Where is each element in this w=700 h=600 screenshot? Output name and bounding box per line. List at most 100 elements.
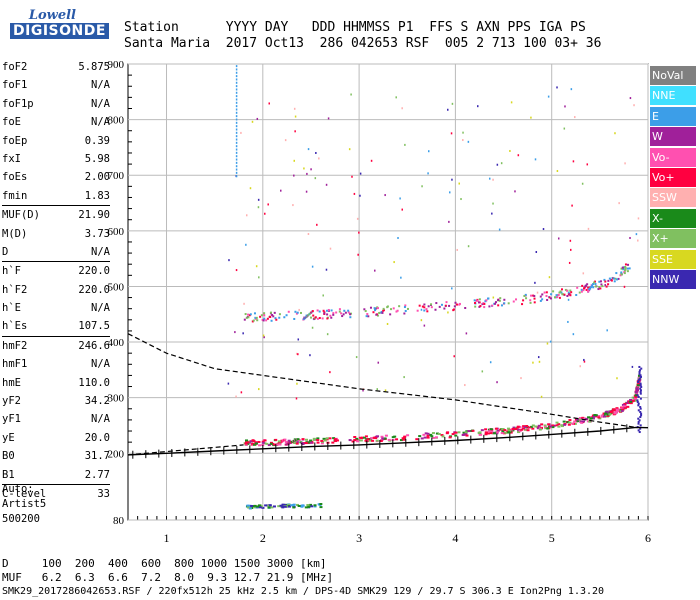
echo-point-scatter bbox=[254, 316, 256, 319]
auto-label: Auto: bbox=[2, 483, 34, 495]
legend-item: SSE bbox=[650, 249, 696, 269]
echo-point-f2 bbox=[615, 410, 619, 413]
echo-point-scatter bbox=[462, 139, 464, 142]
echo-point-multihop bbox=[316, 309, 319, 312]
echo-point-cusp bbox=[637, 402, 640, 405]
echo-point-column bbox=[235, 108, 238, 111]
echo-point-es bbox=[319, 502, 323, 505]
param-value: 3.73 bbox=[84, 227, 110, 240]
echo-point-f2 bbox=[588, 418, 592, 421]
echo-point-f2 bbox=[462, 431, 466, 434]
echo-point-scatter bbox=[356, 217, 359, 220]
echo-point-scatter bbox=[492, 296, 495, 299]
echo-point-f2 bbox=[543, 424, 547, 427]
echo-point-scatter bbox=[240, 131, 242, 134]
header-labels: Station YYYY DAY DDD HHMMSS P1 FFS S AXN… bbox=[124, 20, 586, 35]
echo-point-multihop bbox=[617, 277, 620, 280]
param-row: foE N/A bbox=[2, 113, 110, 131]
echo-point-scatter bbox=[540, 395, 543, 398]
echo-point-scatter bbox=[307, 233, 310, 236]
echo-point-f2 bbox=[560, 424, 564, 427]
echo-point-f2 bbox=[359, 439, 363, 442]
echo-point-f2 bbox=[501, 428, 505, 431]
echo-point-f2 bbox=[489, 428, 493, 431]
echo-point-es bbox=[290, 504, 294, 507]
echo-point-multihop bbox=[530, 294, 533, 297]
echo-point-scatter bbox=[264, 212, 266, 215]
echo-point-multihop bbox=[443, 307, 446, 310]
echo-point-f2 bbox=[566, 421, 570, 424]
param-row: fmin 1.83 bbox=[2, 187, 110, 205]
echo-point-scatter bbox=[362, 389, 364, 392]
echo-point-scatter bbox=[305, 190, 308, 193]
echo-point-scatter bbox=[326, 333, 329, 336]
echo-point-scatter bbox=[633, 104, 635, 107]
echo-point-f2 bbox=[457, 431, 461, 434]
echo-point-multihop bbox=[555, 294, 558, 297]
echo-point-f2 bbox=[332, 437, 336, 440]
echo-point-f2 bbox=[563, 423, 567, 426]
echo-point-f2 bbox=[371, 439, 375, 442]
echo-point-multihop bbox=[626, 267, 629, 270]
echo-point-multihop bbox=[522, 299, 525, 302]
echo-point-scatter bbox=[520, 377, 522, 380]
echo-point-scatter bbox=[451, 102, 454, 105]
echo-point-f2 bbox=[312, 437, 316, 440]
echo-point-multihop bbox=[503, 302, 506, 305]
echo-point-f2 bbox=[633, 399, 637, 402]
echo-point-scatter bbox=[294, 130, 296, 133]
echo-point-f2 bbox=[471, 429, 475, 432]
echo-point-scatter bbox=[228, 259, 230, 262]
echo-point-multihop bbox=[554, 296, 557, 299]
echo-point-f2 bbox=[426, 434, 430, 437]
echo-point-multihop bbox=[244, 313, 247, 316]
param-value: 246.6 bbox=[78, 339, 110, 352]
echo-point-multihop bbox=[473, 299, 476, 302]
echo-point-multihop bbox=[272, 315, 275, 318]
echo-point-multihop bbox=[515, 298, 518, 301]
echo-point-f2 bbox=[435, 432, 439, 435]
echo-point-multihop bbox=[623, 272, 626, 275]
echo-point-scatter bbox=[574, 116, 576, 119]
echo-point-scatter bbox=[534, 158, 537, 161]
echo-point-scatter bbox=[538, 360, 541, 363]
echo-point-scatter bbox=[311, 265, 314, 268]
x-tick-label: 1 bbox=[164, 531, 170, 545]
echo-point-multihop bbox=[263, 314, 266, 317]
echo-point-multihop bbox=[263, 317, 266, 320]
legend-item: X+ bbox=[650, 229, 696, 249]
echo-point-multihop bbox=[285, 314, 288, 317]
echo-point-multihop bbox=[545, 294, 548, 297]
echo-point-multihop bbox=[483, 306, 486, 309]
echo-point-multihop bbox=[619, 274, 622, 277]
echo-point-column bbox=[235, 141, 238, 144]
param-row: hmF2 246.6 bbox=[2, 335, 110, 355]
echo-point-f2 bbox=[522, 425, 526, 428]
echo-point-scatter bbox=[240, 391, 243, 394]
echo-point-scatter bbox=[583, 358, 585, 361]
echo-point-f2 bbox=[597, 415, 601, 418]
echo-point-f2 bbox=[274, 438, 278, 441]
echo-point-multihop bbox=[452, 308, 455, 311]
echo-point-cusp bbox=[638, 372, 641, 375]
echo-point-scatter bbox=[568, 293, 571, 296]
echo-point-multihop bbox=[582, 289, 585, 292]
echo-point-f2 bbox=[478, 433, 482, 436]
echo-point-multihop bbox=[423, 309, 426, 312]
echo-point-cusp bbox=[637, 404, 640, 407]
echo-point-cusp bbox=[637, 417, 640, 420]
echo-point-es bbox=[310, 505, 314, 508]
echo-point-f2 bbox=[495, 431, 499, 434]
echo-point-f2 bbox=[577, 418, 581, 421]
echo-point-scatter bbox=[297, 338, 300, 341]
echo-point-cusp bbox=[638, 369, 641, 372]
echo-point-f2 bbox=[582, 420, 586, 423]
echo-point-f2 bbox=[381, 438, 385, 441]
echo-point-f2 bbox=[303, 442, 307, 445]
echo-point-column bbox=[235, 115, 238, 118]
echo-point-scatter bbox=[376, 388, 378, 391]
echo-point-f2 bbox=[634, 394, 638, 397]
param-value: N/A bbox=[91, 413, 110, 426]
echo-point-multihop bbox=[421, 305, 424, 308]
echo-point-f2 bbox=[579, 420, 583, 423]
